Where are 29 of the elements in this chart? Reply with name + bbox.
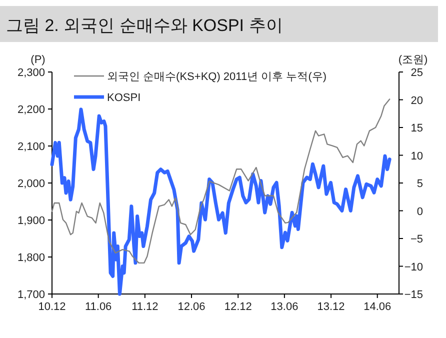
x-tick-label: 11.12 — [132, 301, 158, 313]
legend-label: 외국인 순매수(KS+KQ) 2011년 이후 누적(우) — [107, 71, 327, 83]
y-tick-label: 2,100 — [17, 141, 45, 153]
y-tick-label: 2,300 — [17, 67, 45, 79]
y2-tick-label: 0 — [416, 206, 423, 218]
y2-tick-label: 5 — [416, 178, 423, 190]
y2-tick-label: −10 — [404, 261, 423, 274]
y-tick-label: 1,800 — [17, 252, 45, 264]
legend-label: KOSPI — [107, 92, 141, 104]
y2-tick-label: 20 — [410, 94, 423, 107]
y-tick-label: 1,900 — [17, 215, 45, 227]
x-tick-label: 12.06 — [178, 301, 206, 313]
x-tick-label: 12.12 — [224, 301, 252, 313]
y2-tick-label: 10 — [410, 150, 423, 162]
y2-tick-label: 15 — [410, 122, 423, 134]
y-axis-title: (P) — [30, 54, 46, 66]
y2-tick-label: −15 — [404, 289, 423, 301]
y-tick-label: 2,200 — [17, 104, 45, 116]
y-tick-label: 2,000 — [17, 178, 45, 190]
y2-tick-label: −5 — [410, 234, 423, 246]
x-tick-label: 14.06 — [364, 301, 392, 313]
x-tick-label: 13.06 — [270, 301, 298, 313]
y-tick-label: 1,700 — [17, 289, 45, 301]
chart-title: 그림 2. 외국인 순매수와 KOSPI 추이 — [6, 16, 283, 35]
x-tick-label: 13.12 — [317, 301, 345, 313]
y2-axis-title: (조원) — [398, 54, 428, 66]
x-tick-label: 11.06 — [84, 301, 112, 313]
y2-tick-label: 25 — [410, 67, 423, 79]
x-tick-label: 10.12 — [38, 301, 66, 313]
